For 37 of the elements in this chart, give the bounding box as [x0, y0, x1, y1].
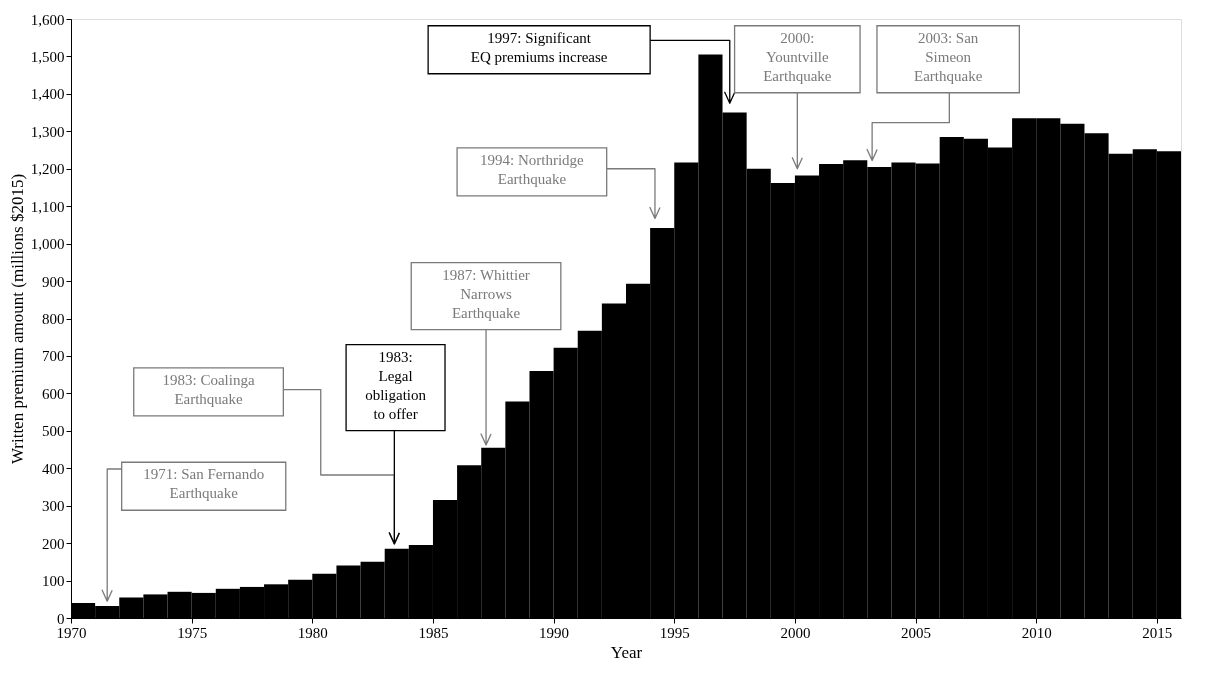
annotation: 1971: San Fernando Earthquake	[143, 466, 265, 502]
y-tick-label: 600	[42, 385, 65, 402]
x-tick-label: 2015	[1142, 624, 1173, 641]
annotation: 1983: Coalinga Earthquake	[162, 371, 255, 407]
y-tick-label: 1,400	[30, 86, 65, 103]
y-tick-label: 100	[42, 573, 65, 590]
annotation: 1997: Significant EQ premiums increase	[470, 29, 608, 65]
y-tick-label: 400	[42, 460, 65, 477]
y-axis-title: Written premium amount (millions $2015)	[7, 173, 27, 465]
x-tick-label: 1980	[297, 624, 328, 641]
x-tick-label: 2010	[1021, 624, 1052, 641]
annotation: 2000: Yountville Earthquake	[763, 29, 832, 84]
y-tick-label: 1,600	[30, 11, 65, 28]
annotation: 1987: Whittier Narrows Earthquake	[442, 266, 530, 321]
x-tick-label: 1985	[418, 624, 449, 641]
y-tick-label: 800	[42, 311, 65, 327]
x-tick-label: 1970	[56, 624, 87, 641]
y-tick-label: 200	[42, 535, 65, 552]
y-tick-label: 300	[42, 498, 65, 515]
x-axis-title: Year	[610, 642, 643, 662]
annotation: 1983: Legal obligation to offer	[365, 348, 427, 422]
y-tick-label: 900	[42, 273, 65, 290]
y-tick-label: 700	[42, 348, 65, 365]
y-tick-label: 1,000	[30, 236, 65, 253]
y-tick-label: 500	[42, 423, 65, 440]
y-tick-label: 1,100	[30, 198, 65, 215]
y-tick-label: 1,500	[30, 48, 65, 65]
y-tick-label: 1,200	[30, 161, 65, 178]
y-tick-label: 1,300	[30, 123, 65, 140]
x-tick-label: 1990	[539, 624, 570, 641]
annotation: 1994: Northridge Earthquake	[480, 151, 585, 187]
x-tick-label: 2000	[780, 624, 811, 641]
x-tick-label: 1975	[177, 624, 208, 641]
annotation: 2003: San Simeon Earthquake	[913, 29, 983, 84]
x-tick-label: 1995	[659, 624, 690, 641]
y-tick-label: 0	[57, 610, 65, 627]
x-tick-label: 2005	[901, 624, 932, 641]
